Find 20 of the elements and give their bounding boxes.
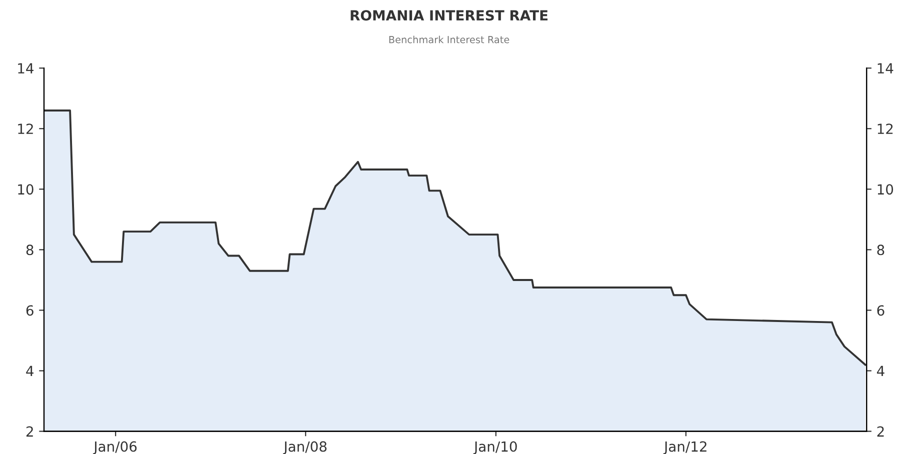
x-tick-label: Jan/06 bbox=[92, 441, 137, 454]
y-tick-label: 12 bbox=[18, 124, 33, 134]
y2-tick-label: 14 bbox=[878, 63, 894, 74]
x-tick-label: Jan/08 bbox=[283, 441, 327, 454]
y-tick-label: 2 bbox=[26, 426, 33, 437]
y-tick-label: 4 bbox=[26, 366, 34, 376]
y2-tick-label: 8 bbox=[877, 244, 884, 256]
y2-tick-label: 12 bbox=[878, 124, 893, 134]
y2-tick-label: 4 bbox=[876, 366, 884, 376]
y2-tick-label: 10 bbox=[878, 184, 894, 195]
chart-subtitle: Benchmark Interest Rate bbox=[389, 36, 510, 44]
y2-tick-label: 2 bbox=[877, 426, 884, 437]
y-tick-label: 6 bbox=[26, 305, 34, 316]
y-tick-label: 8 bbox=[26, 244, 34, 256]
x-tick-label: Jan/10 bbox=[473, 441, 517, 454]
y-tick-label: 10 bbox=[18, 184, 34, 195]
x-tick-label: Jan/12 bbox=[663, 441, 706, 454]
y-tick-label: 14 bbox=[18, 63, 34, 74]
y2-tick-label: 6 bbox=[877, 305, 884, 316]
chart-title: ROMANIA INTEREST RATE bbox=[350, 10, 548, 21]
